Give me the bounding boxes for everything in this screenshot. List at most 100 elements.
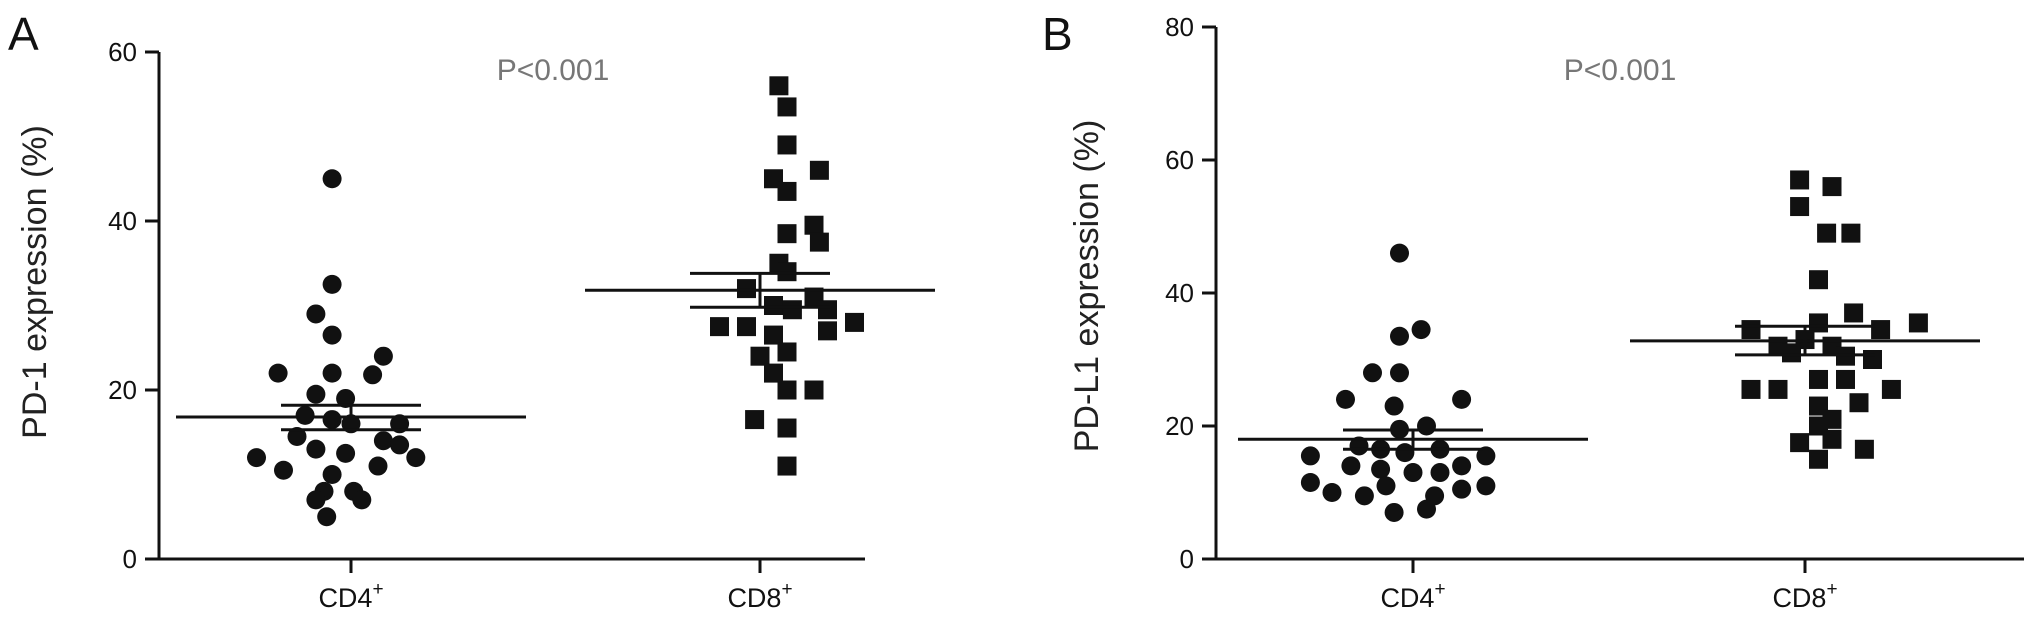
x-category-label: CD8+	[727, 579, 792, 613]
data-point-circle	[368, 456, 388, 476]
panel-a-y-axis-title: PD-1 expression (%)	[16, 125, 54, 439]
data-point-circle	[274, 460, 293, 480]
data-point-circle	[1417, 416, 1436, 436]
data-point-square	[737, 279, 756, 299]
data-point-circle	[322, 274, 342, 294]
data-point-circle	[295, 405, 315, 425]
data-point-circle	[373, 431, 393, 451]
panel-a-p-value: P<0.001	[497, 54, 610, 87]
y-tick-label: 80	[1165, 12, 1194, 42]
data-point-square	[710, 317, 729, 337]
y-tick-label: 40	[108, 206, 137, 236]
data-point-circle	[1403, 463, 1423, 483]
panel-b-p-value: P<0.001	[1564, 54, 1677, 87]
data-point-circle	[1300, 446, 1320, 466]
data-point-circle	[1390, 363, 1409, 383]
data-point-circle	[322, 169, 342, 189]
data-point-circle	[322, 325, 342, 345]
panel-b-y-axis-title: PD-L1 expression (%)	[1068, 120, 1106, 453]
data-point-circle	[363, 365, 383, 385]
x-category-label: CD4+	[318, 579, 383, 613]
data-point-square	[777, 456, 797, 476]
data-point-circle	[1371, 459, 1391, 479]
panel-a-letter: A	[8, 8, 39, 60]
data-point-circle	[1390, 243, 1409, 263]
data-point-circle	[1476, 446, 1496, 466]
data-point-square	[1822, 177, 1842, 197]
data-point-square	[769, 76, 789, 96]
y-tick-label: 20	[108, 375, 137, 405]
x-category-label: CD8+	[1772, 579, 1837, 613]
data-point-circle	[1363, 363, 1382, 383]
data-point-square	[1822, 429, 1842, 449]
data-point-square	[809, 232, 829, 252]
data-point-square	[1790, 197, 1810, 217]
data-point-circle	[322, 465, 342, 484]
panel-b-y-ticks: 0 20 40 60 80	[1165, 12, 1216, 574]
data-point-square	[1849, 393, 1869, 413]
data-point-square	[777, 262, 797, 282]
panel-b-letter: B	[1042, 8, 1073, 60]
data-point-square	[777, 418, 797, 438]
data-point-circle	[1452, 456, 1472, 476]
panel-a-stats	[176, 271, 935, 432]
data-point-square	[1844, 303, 1864, 323]
data-point-circle	[1384, 502, 1404, 522]
data-point-square	[764, 363, 783, 383]
data-point-circle	[1376, 476, 1396, 496]
data-point-circle	[1384, 396, 1404, 416]
data-point-square	[1768, 379, 1788, 399]
data-point-square	[1871, 320, 1891, 340]
y-tick-label: 20	[1165, 411, 1194, 441]
data-point-circle	[306, 439, 326, 459]
y-tick-label: 0	[123, 544, 137, 574]
data-point-circle	[1452, 479, 1472, 499]
panel-b-points	[1300, 170, 1928, 522]
data-point-square	[777, 342, 797, 362]
data-point-square	[777, 97, 797, 117]
data-point-square	[777, 224, 797, 244]
data-point-square	[1741, 379, 1761, 399]
data-point-square	[809, 160, 829, 180]
data-point-circle	[352, 490, 372, 510]
data-point-circle	[306, 384, 326, 404]
data-point-circle	[317, 507, 337, 527]
panel-b-x-ticks: CD4+ CD8+	[1380, 559, 1838, 613]
data-point-square	[845, 312, 864, 332]
y-tick-label: 60	[1165, 145, 1194, 175]
data-point-circle	[1452, 389, 1472, 409]
data-point-square	[1817, 223, 1837, 243]
data-point-circle	[1354, 486, 1374, 506]
data-point-square	[804, 215, 824, 235]
y-tick-label: 0	[1180, 544, 1194, 574]
data-point-circle	[336, 443, 356, 463]
data-point-square	[745, 410, 765, 430]
data-point-square	[818, 321, 837, 341]
data-point-circle	[1322, 483, 1342, 502]
data-point-square	[764, 296, 783, 315]
x-category-label: CD4+	[1380, 579, 1445, 613]
data-point-square	[1741, 320, 1761, 340]
data-point-circle	[1411, 320, 1431, 340]
data-point-square	[804, 380, 824, 400]
data-point-circle	[247, 448, 266, 468]
panel-a-y-ticks: 0 20 40 60	[108, 37, 159, 574]
data-point-circle	[322, 363, 342, 383]
data-point-circle	[1341, 456, 1361, 476]
data-point-square	[777, 135, 797, 155]
data-point-circle	[1430, 463, 1450, 483]
data-point-square	[782, 300, 802, 320]
data-point-circle	[390, 435, 410, 455]
data-point-square	[777, 181, 797, 201]
data-point-square	[1790, 433, 1810, 453]
data-point-square	[1809, 270, 1828, 290]
data-point-square	[1863, 350, 1882, 369]
data-point-circle	[406, 448, 426, 468]
data-point-circle	[1476, 476, 1496, 496]
data-point-square	[1809, 369, 1828, 389]
panel-b-stats	[1238, 324, 1980, 451]
data-point-circle	[1300, 473, 1320, 493]
data-point-circle	[1336, 389, 1355, 409]
data-point-square	[777, 380, 797, 400]
